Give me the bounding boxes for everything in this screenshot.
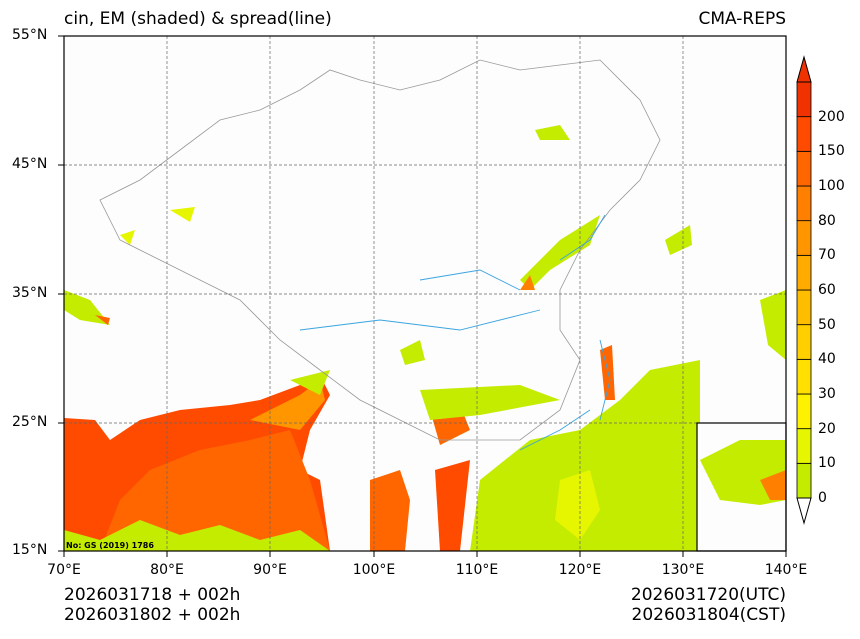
colorbar-segment (796, 324, 812, 360)
colorbar-segment (796, 289, 812, 326)
footer-init-time: 2026031718 + 002h 2026031802 + 002h (64, 585, 240, 625)
valid-utc: 2026031720(UTC) (630, 585, 786, 605)
lat-tick: 55°N (12, 27, 48, 43)
cin-shading (64, 125, 786, 551)
colorbar-tick-label: 100 (818, 178, 845, 194)
colorbar-segment (796, 220, 812, 256)
lon-tick: 100°E (352, 562, 396, 578)
colorbar (796, 55, 812, 525)
model-source: CMA-REPS (698, 9, 786, 29)
colorbar-segment (796, 462, 812, 499)
colorbar-segment (796, 81, 812, 118)
colorbar-segment (796, 254, 812, 291)
lon-tick: 80°E (150, 562, 184, 578)
colorbar-segment (796, 428, 812, 464)
colorbar-under-arrow (796, 497, 812, 525)
colorbar-tick-label: 200 (818, 108, 845, 125)
lat-tick: 45°N (12, 156, 48, 172)
country-border (99, 59, 661, 441)
colorbar-over-arrow (796, 55, 812, 83)
colorbar-segment (796, 116, 812, 152)
colorbar-tick-label: 10 (818, 455, 836, 472)
colorbar-tick-label: 30 (818, 386, 836, 402)
gridlines (64, 36, 786, 551)
init-cst: 2026031802 + 002h (64, 605, 241, 625)
colorbar-segment (796, 150, 812, 187)
colorbar-tick-label: 60 (818, 282, 836, 298)
lon-tick: 130°E (661, 562, 705, 578)
lon-tick: 120°E (558, 562, 602, 578)
rivers-coastline (299, 214, 611, 451)
axis-ticks (58, 35, 787, 557)
lon-tick: 90°E (253, 562, 287, 578)
colorbar-segment (796, 185, 812, 222)
lon-tick: 110°E (455, 562, 499, 578)
colorbar-tick-label: 70 (818, 247, 836, 264)
lat-tick: 25°N (12, 414, 48, 430)
colorbar-tick-label: 50 (818, 316, 836, 333)
colorbar-segment (796, 393, 812, 430)
chart-title: cin, EM (shaded) & spread(line) (64, 9, 332, 29)
footer-valid-time: 2026031720(UTC) 2026031804(CST) (631, 585, 786, 625)
colorbar-segment (796, 358, 812, 395)
colorbar-tick-label: 40 (818, 351, 836, 368)
valid-cst: 2026031804(CST) (631, 605, 786, 625)
lon-tick: 140°E (764, 562, 808, 578)
colorbar-tick-label: 80 (818, 212, 836, 229)
lat-tick: 35°N (12, 285, 48, 301)
map-approval-number: No: GS (2019) 1786 (66, 541, 154, 550)
colorbar-tick-label: 150 (818, 143, 845, 160)
colorbar-tick-label: 0 (818, 490, 827, 506)
lon-tick: 70°E (47, 562, 81, 578)
lat-tick: 15°N (12, 542, 48, 558)
init-utc: 2026031718 + 002h (64, 585, 241, 605)
colorbar-tick-label: 20 (818, 420, 836, 437)
